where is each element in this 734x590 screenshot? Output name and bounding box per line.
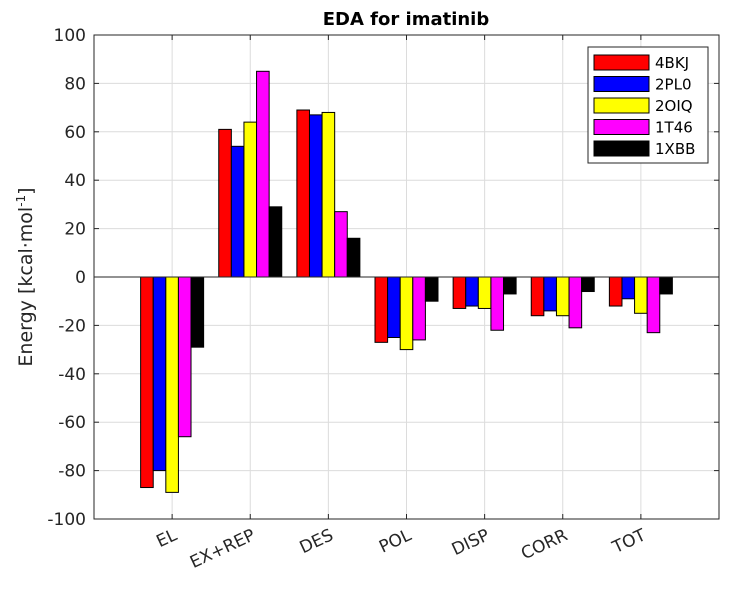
bar-4bkj-ex-rep [218, 128, 232, 278]
bar-1xbb-des [346, 237, 361, 278]
legend-label: 2OIQ [655, 97, 693, 115]
y-tick-label: 100 [54, 26, 86, 46]
bar-1xbb-ex-rep [268, 206, 283, 278]
y-tick-label: 60 [64, 123, 86, 143]
plot-frame [93, 34, 720, 520]
y-tick-label: 80 [64, 74, 86, 94]
bar-1t46-disp [490, 276, 505, 331]
bar-1xbb-pol [424, 276, 439, 302]
y-tick-label: -20 [58, 316, 86, 336]
bar-2oiq-disp [477, 276, 492, 309]
bar-4bkj-des [296, 109, 310, 278]
y-tick-label: 20 [64, 220, 86, 240]
y-axis-label: Energy [kcal·mol-1] [14, 187, 37, 366]
bar-2pl0-ex-rep [230, 145, 245, 278]
bar-4bkj-pol [374, 276, 389, 343]
y-tick-label: -40 [58, 365, 86, 385]
legend-label: 4BKJ [655, 54, 689, 72]
bar-2oiq-corr [555, 276, 570, 317]
bar-4bkj-disp [452, 276, 467, 309]
bar-2pl0-tot [621, 276, 636, 300]
chart-title: EDA for imatinib [323, 9, 490, 30]
bar-2pl0-corr [543, 276, 557, 312]
bar-1xbb-disp [503, 276, 517, 295]
bar-1t46-ex-rep [256, 70, 270, 278]
y-tick-label: 40 [64, 171, 86, 191]
legend-label: 1T46 [655, 119, 693, 137]
legend-label: 2PL0 [655, 76, 692, 94]
y-tick-label: 0 [75, 268, 86, 288]
bar-2oiq-tot [634, 276, 648, 314]
y-tick-label: -60 [58, 413, 86, 433]
y-tick-labels: -100 -80 -60 -40 -20 0 20 40 60 80 100 [47, 26, 86, 530]
y-tick-label: -80 [58, 462, 86, 482]
bar-2pl0-des [308, 114, 323, 278]
legend: 4BKJ 2PL0 2OIQ 1T46 1XBB [587, 46, 709, 164]
legend-swatch [593, 54, 650, 71]
bar-1t46-pol [412, 276, 426, 341]
bar-1t46-des [334, 211, 348, 278]
y-tick-label: -100 [47, 510, 86, 530]
legend-swatch [593, 119, 650, 135]
bars [140, 70, 673, 493]
y-axis-label-main: Energy [kcal·mol [15, 207, 37, 367]
bar-2oiq-ex-rep [243, 121, 258, 278]
bar-2pl0-disp [465, 276, 479, 307]
bar-1t46-el [177, 276, 192, 438]
bar-2pl0-pol [387, 276, 401, 338]
bar-2pl0-el [152, 276, 167, 472]
legend-label: 1XBB [655, 140, 695, 158]
bar-4bkj-corr [530, 276, 545, 317]
bar-1t46-tot [646, 276, 661, 334]
bar-1t46-corr [568, 276, 583, 329]
bar-1xbb-tot [659, 276, 673, 295]
bar-2oiq-el [165, 276, 179, 493]
bar-1xbb-el [190, 276, 205, 348]
y-axis-label-superscript: -1 [14, 195, 28, 207]
bar-2oiq-des [321, 111, 336, 278]
bar-4bkj-tot [608, 276, 623, 307]
legend-swatch [593, 76, 650, 92]
bar-1xbb-corr [581, 276, 595, 293]
bar-2oiq-pol [399, 276, 414, 351]
y-axis-label-end: ] [15, 187, 37, 194]
bar-4bkj-el [140, 276, 154, 489]
legend-swatch [593, 97, 650, 114]
legend-swatch [593, 140, 650, 157]
